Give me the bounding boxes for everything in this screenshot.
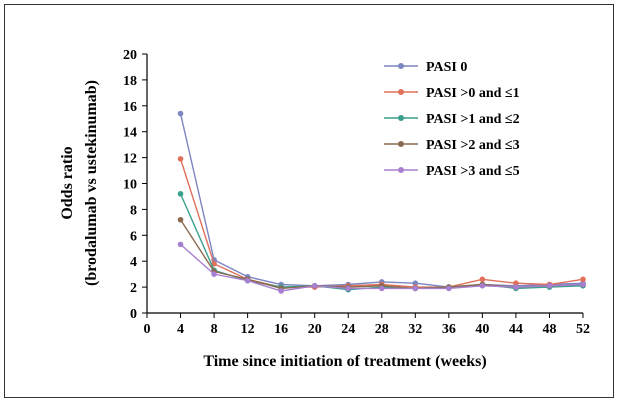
data-point <box>244 277 251 284</box>
x-tick-label: 12 <box>241 322 255 337</box>
data-point <box>278 288 284 294</box>
series-1 <box>177 110 586 290</box>
y-tick-label: 8 <box>130 203 137 218</box>
chart-frame <box>4 4 614 398</box>
data-point <box>311 283 318 289</box>
y-tick-label: 14 <box>123 126 137 141</box>
y-tick-label: 4 <box>130 255 137 270</box>
legend-swatch-marker <box>398 89 404 95</box>
legend-swatch-marker <box>398 141 404 147</box>
legend-item: PASI >0 and ≤1 <box>384 86 520 101</box>
x-tick-label: 28 <box>375 322 389 337</box>
series-line <box>179 113 584 288</box>
legend-label: PASI >3 and ≤5 <box>426 164 520 179</box>
data-point <box>479 276 486 283</box>
x-tick-label: 52 <box>576 322 590 337</box>
x-tick-label: 40 <box>475 322 489 337</box>
data-point <box>177 191 184 197</box>
y-tick-label: 20 <box>123 48 137 63</box>
y-axis-title-line1: Odds ratio <box>59 146 76 219</box>
y-tick-label: 12 <box>123 152 137 167</box>
x-tick-label: 8 <box>211 322 218 337</box>
data-point <box>345 285 352 292</box>
data-point <box>580 276 586 283</box>
series-line <box>179 158 584 288</box>
x-tick-label: 36 <box>442 322 456 337</box>
data-point <box>546 283 553 289</box>
x-tick-label: 48 <box>542 322 556 337</box>
data-point <box>513 284 519 290</box>
data-point <box>412 285 419 292</box>
legend-swatch-marker <box>398 167 404 173</box>
legend-item: PASI >2 and ≤3 <box>384 138 520 153</box>
data-point <box>513 280 519 287</box>
legend-item: PASI 0 <box>384 60 467 75</box>
data-point <box>211 260 217 267</box>
legend-item: PASI >1 and ≤2 <box>384 112 520 127</box>
series-layer <box>177 110 586 294</box>
x-tick-label: 0 <box>144 322 151 337</box>
legend-label: PASI >2 and ≤3 <box>426 138 520 153</box>
data-point <box>177 241 184 248</box>
y-tick-label: 18 <box>123 74 137 89</box>
x-tick-label: 16 <box>274 322 288 337</box>
y-tick-label: 2 <box>130 281 137 296</box>
legend-label: PASI >1 and ≤2 <box>426 112 520 127</box>
x-axis-title: Time since initiation of treatment (week… <box>203 353 486 370</box>
y-tick-label: 6 <box>130 229 137 244</box>
y-tick-label: 0 <box>130 307 137 322</box>
legend-item: PASI >3 and ≤5 <box>384 164 520 179</box>
data-point <box>211 271 217 277</box>
data-point <box>412 280 419 287</box>
y-tick-label: 10 <box>123 178 137 193</box>
data-point <box>446 285 452 292</box>
legend-label: PASI >0 and ≤1 <box>426 86 520 101</box>
series-5 <box>177 241 586 294</box>
x-tick-label: 32 <box>408 322 422 337</box>
data-point <box>177 110 184 117</box>
series-2 <box>177 156 586 290</box>
legend: PASI 0 PASI >0 and ≤1 PASI >1 and ≤2 PASI >… <box>384 60 520 179</box>
data-point <box>479 283 486 289</box>
legend-label: PASI 0 <box>426 60 467 75</box>
x-tick-label: 20 <box>308 322 322 337</box>
x-tick-label: 24 <box>341 322 355 337</box>
data-point <box>580 281 586 288</box>
y-tick-label: 16 <box>123 100 137 115</box>
data-point <box>177 216 184 223</box>
y-axis-title-line2: (brodalumab vs ustekinumab) <box>83 80 100 286</box>
data-point <box>378 285 385 292</box>
data-point <box>177 156 184 162</box>
series-line <box>179 193 584 291</box>
legend-swatch-marker <box>398 63 404 69</box>
x-tick-label: 44 <box>509 322 523 337</box>
series-line <box>179 219 584 290</box>
x-tick-label: 4 <box>177 322 184 337</box>
legend-swatch-marker <box>398 115 404 121</box>
